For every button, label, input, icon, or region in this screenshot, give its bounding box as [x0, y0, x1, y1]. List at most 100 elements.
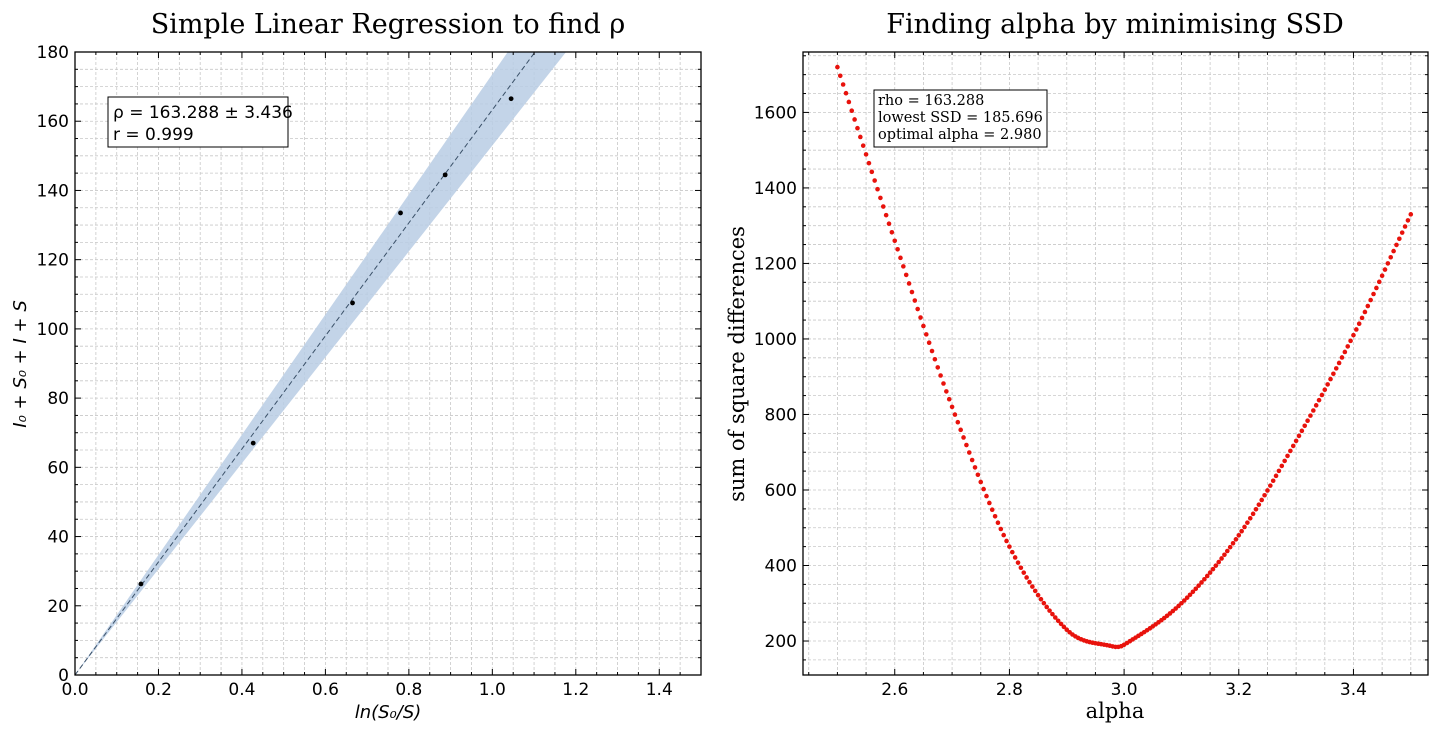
right-data-point [938, 373, 943, 378]
right-data-point [1405, 218, 1411, 223]
right-data-point [1379, 273, 1385, 279]
right-data-point [969, 457, 975, 463]
right-data-point [886, 221, 892, 227]
right-data-point [1359, 315, 1365, 321]
right-data-point [995, 520, 1001, 526]
right-y-tick-label: 200 [765, 632, 797, 652]
right-data-point [1331, 371, 1336, 377]
right-data-point [998, 526, 1004, 532]
right-data-point [1368, 297, 1373, 303]
left-chart-title: Simple Linear Regression to find ρ [151, 9, 626, 40]
right-data-point [889, 229, 895, 235]
right-data-point [1342, 349, 1348, 355]
right-data-point [1305, 418, 1310, 424]
right-data-point [1001, 532, 1006, 538]
left-ticks [75, 52, 701, 675]
right-data-point [901, 264, 906, 269]
left-confidence-band [75, 52, 567, 675]
right-data-point [1225, 548, 1230, 554]
right-data-point [1388, 254, 1394, 260]
right-data-point [1328, 376, 1333, 382]
right-data-point [978, 479, 984, 485]
right-data-point [984, 493, 989, 499]
right-x-tick-labels: 2.6 2.8 3.0 3.2 3.4 [881, 680, 1367, 700]
right-data-point [852, 117, 857, 122]
right-data-point [1253, 506, 1259, 512]
left-data-point [250, 440, 256, 446]
left-confidence-band-shape [75, 52, 567, 675]
right-data-point [1336, 360, 1342, 366]
right-data-point [1382, 267, 1388, 272]
right-data-point [1270, 478, 1276, 484]
left-x-tick-label: 1.2 [562, 680, 589, 700]
right-annotation-alpha: optimal alpha = 2.980 [878, 127, 1042, 143]
left-annotation-frame [107, 96, 289, 148]
right-data-point [1333, 366, 1339, 371]
right-annotation-rho: rho = 163.288 [878, 93, 984, 109]
right-data-point [1316, 397, 1322, 403]
left-points [138, 96, 514, 587]
left-data-point [350, 300, 355, 306]
right-points [835, 64, 1414, 650]
right-data-point [869, 169, 875, 175]
right-ticks [803, 52, 1428, 675]
right-data-point [975, 472, 981, 478]
right-data-point [1319, 392, 1325, 398]
right-data-point [1196, 583, 1201, 588]
right-data-point [981, 486, 986, 492]
left-y-tick-label: 180 [37, 43, 69, 63]
right-data-point [955, 419, 961, 425]
right-data-point [1339, 355, 1345, 360]
right-y-tick-label: 600 [765, 481, 797, 501]
left-x-tick-label: 0.0 [61, 680, 88, 700]
right-data-point [921, 323, 926, 329]
chart-left: Simple Linear Regression to find ρ 0.0 0.… [10, 9, 702, 723]
right-data-point [1296, 433, 1302, 439]
right-data-point [1402, 224, 1408, 229]
right-plot-frame [802, 51, 1429, 676]
right-data-point [1061, 624, 1067, 630]
right-y-tick-label: 1400 [754, 179, 797, 199]
right-data-point [1242, 524, 1247, 530]
right-data-point [929, 348, 935, 354]
right-data-point [872, 178, 877, 183]
right-data-point [1027, 579, 1032, 585]
right-data-point [1179, 600, 1184, 606]
right-data-point [1362, 309, 1368, 315]
right-data-point [863, 152, 869, 157]
right-data-point [1024, 575, 1029, 580]
right-data-point [1399, 230, 1405, 235]
right-data-point [1193, 586, 1199, 592]
right-data-point [880, 204, 886, 209]
left-annotation-r: r = 0.999 [113, 125, 194, 145]
left-y-tick-label: 140 [37, 181, 69, 201]
right-data-point [1288, 448, 1293, 454]
left-annotation-rho: ρ = 163.288 ± 3.436 [113, 103, 293, 123]
right-y-tick-labels: 200 400 600 800 1000 1200 1400 1600 [754, 103, 797, 652]
left-y-tick-label: 160 [37, 112, 69, 132]
right-data-point [1038, 596, 1044, 602]
right-data-point [1250, 511, 1256, 517]
right-data-point [935, 365, 941, 370]
right-data-point [1227, 544, 1233, 550]
right-data-point [1216, 559, 1222, 565]
right-data-point [989, 507, 995, 513]
right-data-point [883, 212, 889, 218]
right-data-point [964, 442, 969, 448]
right-data-point [946, 396, 952, 402]
right-data-point [892, 238, 898, 244]
right-data-point [1397, 236, 1402, 242]
right-data-point [1210, 566, 1216, 572]
right-data-point [1256, 502, 1262, 507]
right-data-point [1047, 608, 1052, 613]
left-data-point [442, 172, 448, 178]
right-data-point [1313, 403, 1319, 408]
right-data-point [849, 108, 855, 114]
right-annotation-frame [873, 89, 1048, 148]
left-y-tick-label: 120 [37, 251, 69, 271]
left-data-point [138, 581, 144, 587]
right-x-tick-label: 2.8 [996, 680, 1023, 700]
right-data-point [1030, 584, 1035, 589]
right-data-point [1012, 555, 1018, 560]
right-x-axis-label: alpha [1086, 699, 1145, 723]
